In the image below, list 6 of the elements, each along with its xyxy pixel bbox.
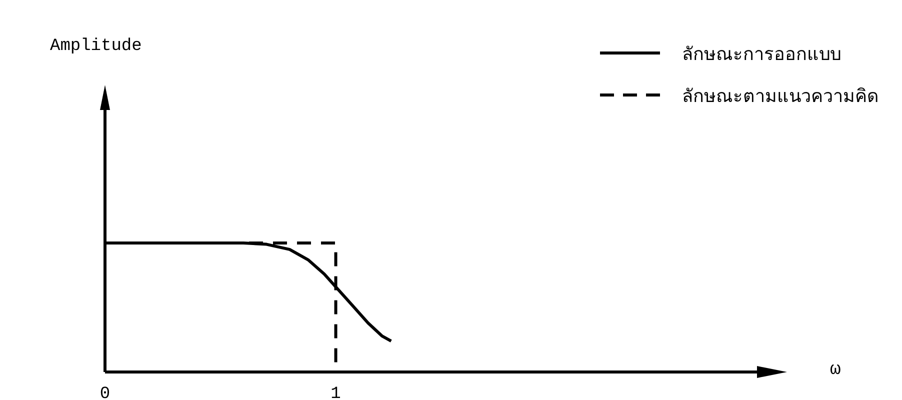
x-axis-title: ω <box>830 360 841 380</box>
legend-label: ลักษณะตามแนวความคิด <box>682 86 879 107</box>
x-tick-label: 1 <box>330 385 341 400</box>
text: Amplitude <box>50 37 142 56</box>
legend-label: ลักษณะการออกแบบ <box>682 44 841 65</box>
x-tick-label: 0 <box>100 385 110 400</box>
